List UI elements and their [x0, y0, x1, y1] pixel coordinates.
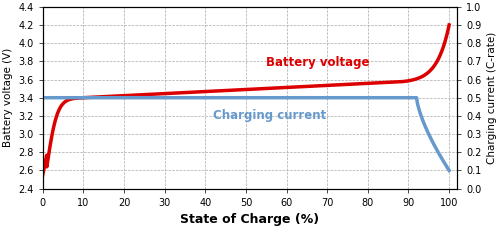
Text: Charging current: Charging current — [214, 109, 326, 122]
X-axis label: State of Charge (%): State of Charge (%) — [180, 213, 320, 226]
Text: Battery voltage: Battery voltage — [266, 56, 370, 69]
Y-axis label: Battery voltage (V): Battery voltage (V) — [3, 48, 13, 147]
Y-axis label: Charging current (C-rate): Charging current (C-rate) — [487, 32, 497, 164]
